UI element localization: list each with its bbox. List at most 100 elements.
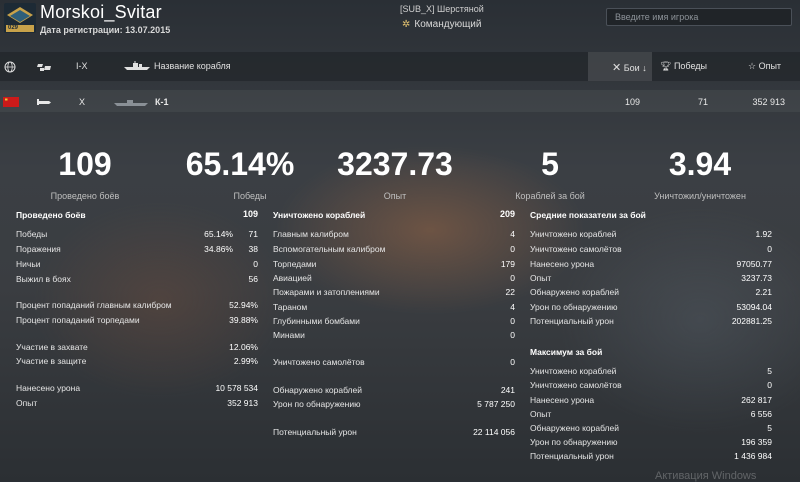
average-section-title: Средние показатели за бой [530,210,646,220]
sort-exp-button[interactable]: ☆ Опыт [748,61,781,72]
stat-value: 97050.77 [736,259,772,269]
ship-exp: 352 913 [752,97,785,107]
summary-battles-value: 109 [58,146,112,182]
stat-label: Главным калибром [273,229,349,239]
stat-percent: 65.14% [204,229,233,239]
stat-label: Урон по обнаружению [273,399,361,409]
ussr-flag-icon [3,97,19,107]
battles-section-value: 109 [242,209,258,219]
stat-label: Победы [16,229,48,239]
stat-label: Вспомогательным калибром [273,244,386,254]
clan-logo-text: 029 [8,25,19,31]
tier-filter[interactable]: I-X [76,61,88,71]
sort-battles-highlight [588,52,652,81]
stat-label: Урон по обнаружению [530,437,618,447]
stat-value: 241 [500,385,515,395]
stat-label: Обнаружено кораблей [273,385,362,395]
stat-value: 0 [510,244,515,254]
stat-label: Участие в захвате [16,342,88,352]
stat-label: Нанесено урона [530,395,595,405]
stat-value: 179 [500,259,515,269]
stat-value: 38 [248,244,258,254]
stat-value: 22 114 056 [473,427,515,437]
stat-value: 5 [767,366,772,376]
stat-label: Уничтожено самолётов [530,244,622,254]
ship-type-filter-icon[interactable] [37,62,53,72]
stat-value: 4 [510,229,515,239]
summary-battles-label: Проведено боёв [50,191,120,201]
stat-label: Выжил в боях [16,274,71,284]
stat-value: 5 787 250 [477,399,515,409]
stat-label: Уничтожено кораблей [530,366,617,376]
ship-battles: 109 [624,97,640,107]
ship-wins: 71 [697,97,708,107]
star-rank-icon: ✲ [402,19,411,30]
stat-label: Обнаружено кораблей [530,423,619,433]
stat-value: 71 [248,229,258,239]
ship-silhouette-icon [114,100,148,106]
crossed-swords-icon: ✕ [612,62,622,74]
stat-value: 0 [767,380,772,390]
globe-icon[interactable] [4,61,16,73]
ship-name[interactable]: К-1 [155,97,169,107]
maximum-section-title: Максимум за бой [530,347,603,357]
kills-section-title: Уничтожено кораблей [273,210,366,220]
stat-percent: 34.86% [204,244,233,254]
summary-exp-label: Опыт [383,191,407,201]
stat-label: Пожарами и затоплениями [273,287,380,297]
sort-wins-button[interactable]: 🏆︎ Победы [660,61,707,72]
summary-ships-per-battle-label: Кораблей за бой [515,191,585,201]
stat-value: 2.21 [755,287,772,297]
player-search-input[interactable] [606,8,792,26]
ship-name-column[interactable]: Название корабля [154,61,231,71]
stat-label: Процент попаданий торпедами [16,315,140,325]
stat-label: Урон по обнаружению [530,302,618,312]
stat-value: 202881.25 [731,316,772,326]
player-name: Morskoi_Svitar [40,2,162,22]
clan-name[interactable]: [SUB_X] Шерстяной [400,4,484,14]
registration-label: Дата регистрации: [40,25,123,35]
battles-section-title: Проведено боёв [16,210,86,220]
stat-value: 4 [510,302,515,312]
stat-label: Минами [273,330,305,340]
stat-label: Уничтожено кораблей [530,229,617,239]
stat-label: Нанесено урона [530,259,595,269]
stat-label: Опыт [530,273,552,283]
summary-ships-per-battle-value: 5 [541,146,559,182]
registration-value: 13.07.2015 [125,25,171,35]
stat-value: 0 [767,244,772,254]
stat-value: 52.94% [229,300,258,310]
stat-label: Потенциальный урон [530,316,614,326]
exp-column-label: Опыт [758,61,782,71]
stat-label: Участие в защите [16,356,87,366]
stat-label: Опыт [530,409,552,419]
stat-value: 0 [510,273,515,283]
stat-label: Уничтожено самолётов [273,357,365,367]
stat-value: 3237.73 [741,273,772,283]
summary-exp-value: 3237.73 [337,146,453,182]
stat-value: 0 [253,259,258,269]
stat-label: Авиацией [273,273,312,283]
sort-arrow-icon: ↓ [642,63,647,73]
star-icon: ☆ [748,61,757,71]
sort-battles-button[interactable]: ✕ Бои ↓ [612,61,647,74]
ship-row[interactable] [0,90,800,112]
stat-label: Нанесено урона [16,383,81,393]
stat-value: 12.06% [229,342,258,352]
stat-value: 0 [510,357,515,367]
stat-value: 352 913 [227,398,258,408]
clan-logo-icon [4,3,36,33]
stat-value: 5 [767,423,772,433]
clan-rank: ✲ Командующий [402,19,481,30]
stat-value: 196 359 [741,437,772,447]
registration-date: Дата регистрации: 13.07.2015 [40,25,170,35]
stat-label: Ничьи [16,259,41,269]
stat-label: Торпедами [273,259,317,269]
stat-label: Поражения [16,244,61,254]
battles-column-label: Бои [623,63,640,73]
clan-rank-label: Командующий [414,19,482,30]
stat-label: Опыт [16,398,38,408]
wins-column-label: Победы [673,61,708,71]
kills-section-value: 209 [499,209,515,219]
submarine-type-icon [37,99,51,105]
